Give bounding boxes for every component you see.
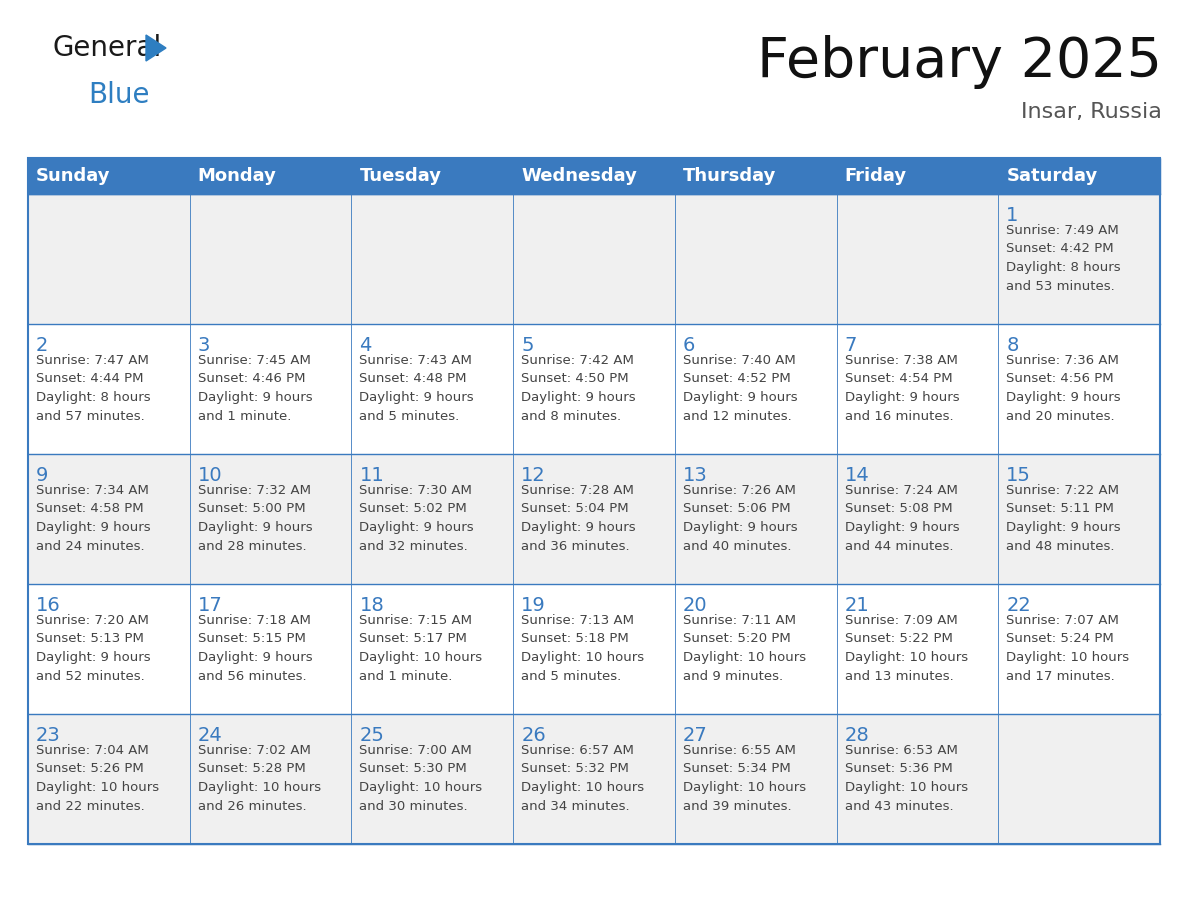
- Text: Sunrise: 7:04 AM
Sunset: 5:26 PM
Daylight: 10 hours
and 22 minutes.: Sunrise: 7:04 AM Sunset: 5:26 PM Dayligh…: [36, 744, 159, 812]
- Text: 14: 14: [845, 466, 870, 485]
- Text: 9: 9: [36, 466, 49, 485]
- Text: 15: 15: [1006, 466, 1031, 485]
- Text: Friday: Friday: [845, 167, 906, 185]
- Text: 26: 26: [522, 726, 546, 745]
- Text: Sunrise: 7:24 AM
Sunset: 5:08 PM
Daylight: 9 hours
and 44 minutes.: Sunrise: 7:24 AM Sunset: 5:08 PM Dayligh…: [845, 484, 959, 553]
- Text: 11: 11: [360, 466, 384, 485]
- Bar: [29, 584, 1159, 714]
- Text: Sunrise: 6:57 AM
Sunset: 5:32 PM
Daylight: 10 hours
and 34 minutes.: Sunrise: 6:57 AM Sunset: 5:32 PM Dayligh…: [522, 744, 644, 812]
- Text: Sunrise: 7:28 AM
Sunset: 5:04 PM
Daylight: 9 hours
and 36 minutes.: Sunrise: 7:28 AM Sunset: 5:04 PM Dayligh…: [522, 484, 636, 553]
- Text: Sunrise: 7:07 AM
Sunset: 5:24 PM
Daylight: 10 hours
and 17 minutes.: Sunrise: 7:07 AM Sunset: 5:24 PM Dayligh…: [1006, 614, 1130, 682]
- Text: Sunrise: 7:49 AM
Sunset: 4:42 PM
Daylight: 8 hours
and 53 minutes.: Sunrise: 7:49 AM Sunset: 4:42 PM Dayligh…: [1006, 224, 1121, 293]
- Text: Sunrise: 7:36 AM
Sunset: 4:56 PM
Daylight: 9 hours
and 20 minutes.: Sunrise: 7:36 AM Sunset: 4:56 PM Dayligh…: [1006, 354, 1121, 422]
- Text: Monday: Monday: [197, 167, 277, 185]
- Text: 6: 6: [683, 336, 695, 355]
- Text: Thursday: Thursday: [683, 167, 776, 185]
- Text: Sunrise: 7:02 AM
Sunset: 5:28 PM
Daylight: 10 hours
and 26 minutes.: Sunrise: 7:02 AM Sunset: 5:28 PM Dayligh…: [197, 744, 321, 812]
- Bar: [29, 158, 1159, 194]
- Text: Sunrise: 7:40 AM
Sunset: 4:52 PM
Daylight: 9 hours
and 12 minutes.: Sunrise: 7:40 AM Sunset: 4:52 PM Dayligh…: [683, 354, 797, 422]
- Text: Sunrise: 7:30 AM
Sunset: 5:02 PM
Daylight: 9 hours
and 32 minutes.: Sunrise: 7:30 AM Sunset: 5:02 PM Dayligh…: [360, 484, 474, 553]
- Text: 24: 24: [197, 726, 222, 745]
- Text: Sunrise: 7:15 AM
Sunset: 5:17 PM
Daylight: 10 hours
and 1 minute.: Sunrise: 7:15 AM Sunset: 5:17 PM Dayligh…: [360, 614, 482, 682]
- Text: Sunrise: 7:47 AM
Sunset: 4:44 PM
Daylight: 8 hours
and 57 minutes.: Sunrise: 7:47 AM Sunset: 4:44 PM Dayligh…: [36, 354, 151, 422]
- Bar: [29, 158, 1159, 844]
- Text: Sunrise: 6:55 AM
Sunset: 5:34 PM
Daylight: 10 hours
and 39 minutes.: Sunrise: 6:55 AM Sunset: 5:34 PM Dayligh…: [683, 744, 805, 812]
- Text: Sunrise: 7:20 AM
Sunset: 5:13 PM
Daylight: 9 hours
and 52 minutes.: Sunrise: 7:20 AM Sunset: 5:13 PM Dayligh…: [36, 614, 151, 682]
- Text: 7: 7: [845, 336, 857, 355]
- Text: 20: 20: [683, 596, 708, 615]
- Text: Sunrise: 7:26 AM
Sunset: 5:06 PM
Daylight: 9 hours
and 40 minutes.: Sunrise: 7:26 AM Sunset: 5:06 PM Dayligh…: [683, 484, 797, 553]
- Text: 1: 1: [1006, 206, 1018, 225]
- Text: General: General: [52, 34, 162, 62]
- Text: Sunrise: 7:22 AM
Sunset: 5:11 PM
Daylight: 9 hours
and 48 minutes.: Sunrise: 7:22 AM Sunset: 5:11 PM Dayligh…: [1006, 484, 1121, 553]
- Bar: [29, 324, 1159, 454]
- Text: 13: 13: [683, 466, 708, 485]
- Text: 2: 2: [36, 336, 49, 355]
- Text: Sunrise: 7:32 AM
Sunset: 5:00 PM
Daylight: 9 hours
and 28 minutes.: Sunrise: 7:32 AM Sunset: 5:00 PM Dayligh…: [197, 484, 312, 553]
- Text: February 2025: February 2025: [757, 35, 1162, 89]
- Text: 18: 18: [360, 596, 384, 615]
- Bar: [29, 714, 1159, 844]
- Text: Sunrise: 7:42 AM
Sunset: 4:50 PM
Daylight: 9 hours
and 8 minutes.: Sunrise: 7:42 AM Sunset: 4:50 PM Dayligh…: [522, 354, 636, 422]
- Text: 21: 21: [845, 596, 870, 615]
- Text: Sunrise: 7:18 AM
Sunset: 5:15 PM
Daylight: 9 hours
and 56 minutes.: Sunrise: 7:18 AM Sunset: 5:15 PM Dayligh…: [197, 614, 312, 682]
- Text: 28: 28: [845, 726, 870, 745]
- Text: 19: 19: [522, 596, 546, 615]
- Text: 25: 25: [360, 726, 384, 745]
- Text: Tuesday: Tuesday: [360, 167, 442, 185]
- Text: Sunrise: 7:45 AM
Sunset: 4:46 PM
Daylight: 9 hours
and 1 minute.: Sunrise: 7:45 AM Sunset: 4:46 PM Dayligh…: [197, 354, 312, 422]
- Text: Sunrise: 7:34 AM
Sunset: 4:58 PM
Daylight: 9 hours
and 24 minutes.: Sunrise: 7:34 AM Sunset: 4:58 PM Dayligh…: [36, 484, 151, 553]
- Text: 12: 12: [522, 466, 546, 485]
- Text: Blue: Blue: [88, 81, 150, 109]
- Text: 10: 10: [197, 466, 222, 485]
- Text: Insar, Russia: Insar, Russia: [1022, 102, 1162, 122]
- Text: Sunrise: 6:53 AM
Sunset: 5:36 PM
Daylight: 10 hours
and 43 minutes.: Sunrise: 6:53 AM Sunset: 5:36 PM Dayligh…: [845, 744, 968, 812]
- Text: 22: 22: [1006, 596, 1031, 615]
- Bar: [29, 194, 1159, 324]
- Text: 23: 23: [36, 726, 61, 745]
- Text: Wednesday: Wednesday: [522, 167, 637, 185]
- Text: Sunrise: 7:09 AM
Sunset: 5:22 PM
Daylight: 10 hours
and 13 minutes.: Sunrise: 7:09 AM Sunset: 5:22 PM Dayligh…: [845, 614, 968, 682]
- Text: 17: 17: [197, 596, 222, 615]
- Bar: [29, 454, 1159, 584]
- Text: 27: 27: [683, 726, 708, 745]
- Text: 3: 3: [197, 336, 210, 355]
- Text: 5: 5: [522, 336, 533, 355]
- Text: Saturday: Saturday: [1006, 167, 1098, 185]
- Text: 16: 16: [36, 596, 61, 615]
- Text: Sunrise: 7:13 AM
Sunset: 5:18 PM
Daylight: 10 hours
and 5 minutes.: Sunrise: 7:13 AM Sunset: 5:18 PM Dayligh…: [522, 614, 644, 682]
- Text: Sunrise: 7:43 AM
Sunset: 4:48 PM
Daylight: 9 hours
and 5 minutes.: Sunrise: 7:43 AM Sunset: 4:48 PM Dayligh…: [360, 354, 474, 422]
- Text: Sunrise: 7:00 AM
Sunset: 5:30 PM
Daylight: 10 hours
and 30 minutes.: Sunrise: 7:00 AM Sunset: 5:30 PM Dayligh…: [360, 744, 482, 812]
- Text: Sunrise: 7:38 AM
Sunset: 4:54 PM
Daylight: 9 hours
and 16 minutes.: Sunrise: 7:38 AM Sunset: 4:54 PM Dayligh…: [845, 354, 959, 422]
- Text: Sunrise: 7:11 AM
Sunset: 5:20 PM
Daylight: 10 hours
and 9 minutes.: Sunrise: 7:11 AM Sunset: 5:20 PM Dayligh…: [683, 614, 805, 682]
- Text: Sunday: Sunday: [36, 167, 110, 185]
- Polygon shape: [146, 35, 166, 61]
- Text: 8: 8: [1006, 336, 1018, 355]
- Text: 4: 4: [360, 336, 372, 355]
